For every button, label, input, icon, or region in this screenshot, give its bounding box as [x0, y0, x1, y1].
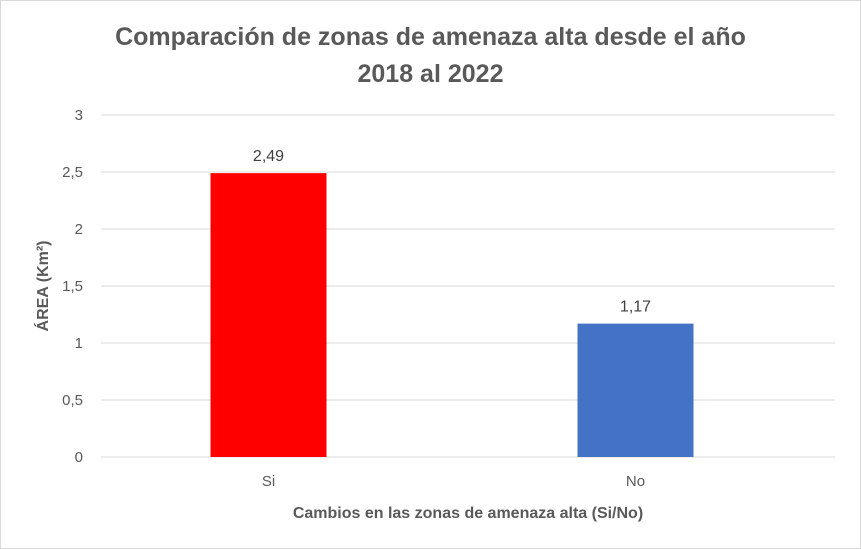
data-label: 1,17 — [620, 299, 651, 316]
bar-no — [577, 323, 694, 457]
x-tick-label: No — [626, 473, 645, 490]
chart-title-line-2: 2018 al 2022 — [357, 60, 504, 88]
x-tick-label: Si — [262, 473, 275, 490]
y-axis-title: ÁREA (Km²) — [33, 241, 52, 332]
y-tick-label: 0,5 — [62, 392, 83, 409]
y-tick-label: 3 — [75, 107, 83, 124]
y-tick-label: 2 — [75, 221, 83, 238]
y-tick-label: 0 — [75, 449, 83, 466]
bar-si — [210, 173, 327, 457]
y-tick-label: 1,5 — [62, 278, 83, 295]
data-label: 2,49 — [253, 148, 284, 165]
y-tick-label: 1 — [75, 335, 83, 352]
chart-title: Comparación de zonas de amenaza alta des… — [1, 19, 860, 93]
y-tick-label: 2,5 — [62, 164, 83, 181]
x-axis-title: Cambios en las zonas de amenaza alta (Si… — [293, 505, 643, 522]
chart-title-line-1: Comparación de zonas de amenaza alta des… — [115, 23, 746, 51]
